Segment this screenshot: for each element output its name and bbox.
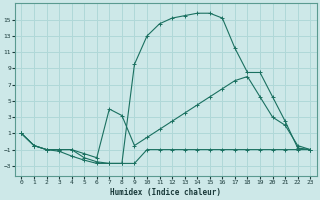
X-axis label: Humidex (Indice chaleur): Humidex (Indice chaleur)	[110, 188, 221, 197]
